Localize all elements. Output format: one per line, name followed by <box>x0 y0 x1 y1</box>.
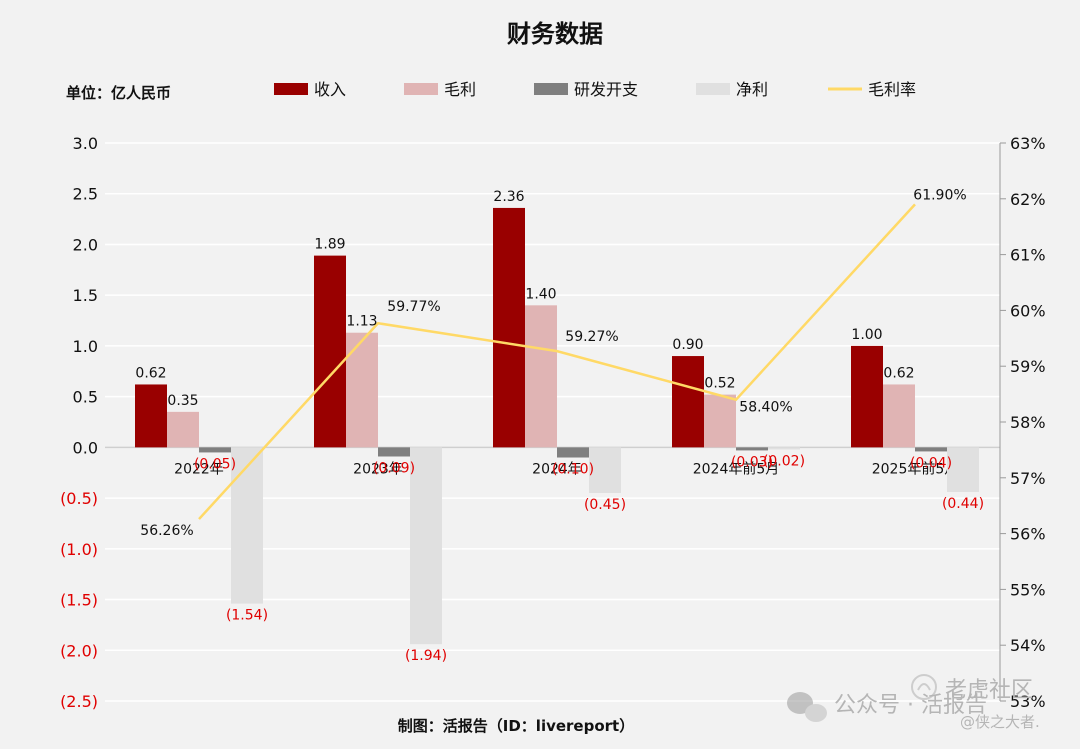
legend: 收入 毛利 研发开支 净利 毛利率 <box>274 80 916 99</box>
y2-tick-label: 63% <box>1010 134 1046 153</box>
bar <box>525 305 557 448</box>
bar <box>167 411 199 448</box>
gross-margin-line <box>198 203 916 520</box>
data-label: (1.94) <box>405 648 447 664</box>
bar <box>231 447 263 604</box>
bar <box>672 356 704 448</box>
y2-tick-label: 61% <box>1010 246 1046 265</box>
footer-credit: 制图：活报告（ID：livereport） <box>398 717 634 735</box>
bar <box>851 345 883 448</box>
x-category-label: 2025年前5月 <box>872 460 959 477</box>
y2-tick-label: 58% <box>1010 413 1046 432</box>
data-label: 0.62 <box>883 365 914 381</box>
legend-label: 收入 <box>314 80 346 99</box>
legend-swatch <box>404 83 438 95</box>
data-label: 1.89 <box>314 237 345 253</box>
rate-label: 58.40% <box>739 400 792 416</box>
data-label: (0.10) <box>552 462 594 478</box>
y2-tick-label: 54% <box>1010 636 1046 655</box>
data-label: (0.44) <box>942 496 984 512</box>
chart-title: 财务数据 <box>507 20 603 48</box>
x-category-label: 2023年 <box>353 461 403 477</box>
y-tick-label: 0.5 <box>73 388 98 407</box>
y2-tick-label: 59% <box>1010 357 1046 376</box>
bar <box>883 384 915 448</box>
wechat-icon <box>787 692 827 722</box>
y2-tick-label: 55% <box>1010 580 1046 599</box>
rate-label: 59.27% <box>565 329 618 345</box>
y-tick-label: (2.0) <box>60 641 98 660</box>
bar <box>378 447 410 457</box>
bar <box>557 447 589 458</box>
data-label: 0.35 <box>167 393 198 409</box>
bar <box>314 255 346 448</box>
y-tick-label: (1.0) <box>60 540 98 559</box>
bar <box>410 447 442 645</box>
y-tick-label: 1.5 <box>73 286 98 305</box>
tiger-icon <box>911 674 937 700</box>
watermark: 公众号 · 活报告 老虎社区 @侠之大者. <box>787 674 1040 731</box>
legend-label: 毛利 <box>444 80 476 99</box>
bar <box>346 332 378 448</box>
y-tick-label: 1.0 <box>73 337 98 356</box>
y-tick-label: (2.5) <box>60 692 98 711</box>
bar <box>135 384 167 448</box>
data-label: 1.00 <box>851 327 882 343</box>
bar <box>589 447 621 494</box>
bar <box>493 207 525 448</box>
y2-tick-label: 56% <box>1010 525 1046 544</box>
data-label: (0.45) <box>584 497 626 513</box>
unit-label: 单位：亿人民币 <box>66 84 171 102</box>
bar <box>704 394 736 448</box>
axes: 3.0 2.5 2.0 1.5 1.0 0.5 0.0 (0.5) (1.0) (1.5) (2.0… <box>60 134 1046 711</box>
y-tick-label: 3.0 <box>73 134 98 153</box>
y2-tick-label: 57% <box>1010 469 1046 488</box>
watermark-author: @侠之大者. <box>960 713 1040 731</box>
data-label: (0.05) <box>194 456 236 472</box>
y-tick-label: (0.5) <box>60 489 98 508</box>
legend-swatch <box>274 83 308 95</box>
data-label: (0.04) <box>910 455 952 471</box>
data-label: 0.52 <box>704 376 735 392</box>
data-label: (0.03) <box>731 454 773 470</box>
legend-label: 净利 <box>736 80 768 99</box>
x-category-label: 2024年 <box>532 461 582 477</box>
x-category-label: 2022年 <box>174 461 224 477</box>
data-label: 2.36 <box>493 189 524 205</box>
bars <box>135 207 979 645</box>
data-label: (0.02) <box>763 453 805 469</box>
bar <box>947 447 979 493</box>
y-tick-label: 2.5 <box>73 185 98 204</box>
rate-label: 61.90% <box>913 187 966 203</box>
bar <box>915 447 947 452</box>
y2-tick-label: 60% <box>1010 301 1046 320</box>
watermark-wechat: 公众号 · 活报告 <box>834 693 987 718</box>
legend-swatch <box>696 83 730 95</box>
y2-tick-label: 62% <box>1010 190 1046 209</box>
rate-label: 56.26% <box>140 523 193 539</box>
bar <box>199 447 231 453</box>
bar <box>768 447 800 450</box>
y-tick-label: (1.5) <box>60 591 98 610</box>
y2-tick-label: 53% <box>1010 692 1046 711</box>
legend-label: 毛利率 <box>868 80 916 99</box>
legend-swatch <box>534 83 568 95</box>
bar <box>736 447 768 451</box>
rate-label: 59.77% <box>387 299 440 315</box>
watermark-community: 老虎社区 <box>945 678 1033 703</box>
data-label: (1.54) <box>226 608 268 624</box>
data-label: 1.13 <box>346 314 377 330</box>
data-label: 0.62 <box>135 365 166 381</box>
legend-label: 研发开支 <box>574 80 638 99</box>
data-labels: 0.620.35(0.05)(1.54)1.891.13(0.09)(1.94)… <box>135 187 984 664</box>
y-tick-label: 0.0 <box>73 438 98 457</box>
data-label: 0.90 <box>672 337 703 353</box>
x-category-label: 2024年前5月 <box>693 460 780 477</box>
y-tick-label: 2.0 <box>73 235 98 254</box>
data-label: (0.09) <box>373 460 415 476</box>
data-label: 1.40 <box>525 286 556 302</box>
